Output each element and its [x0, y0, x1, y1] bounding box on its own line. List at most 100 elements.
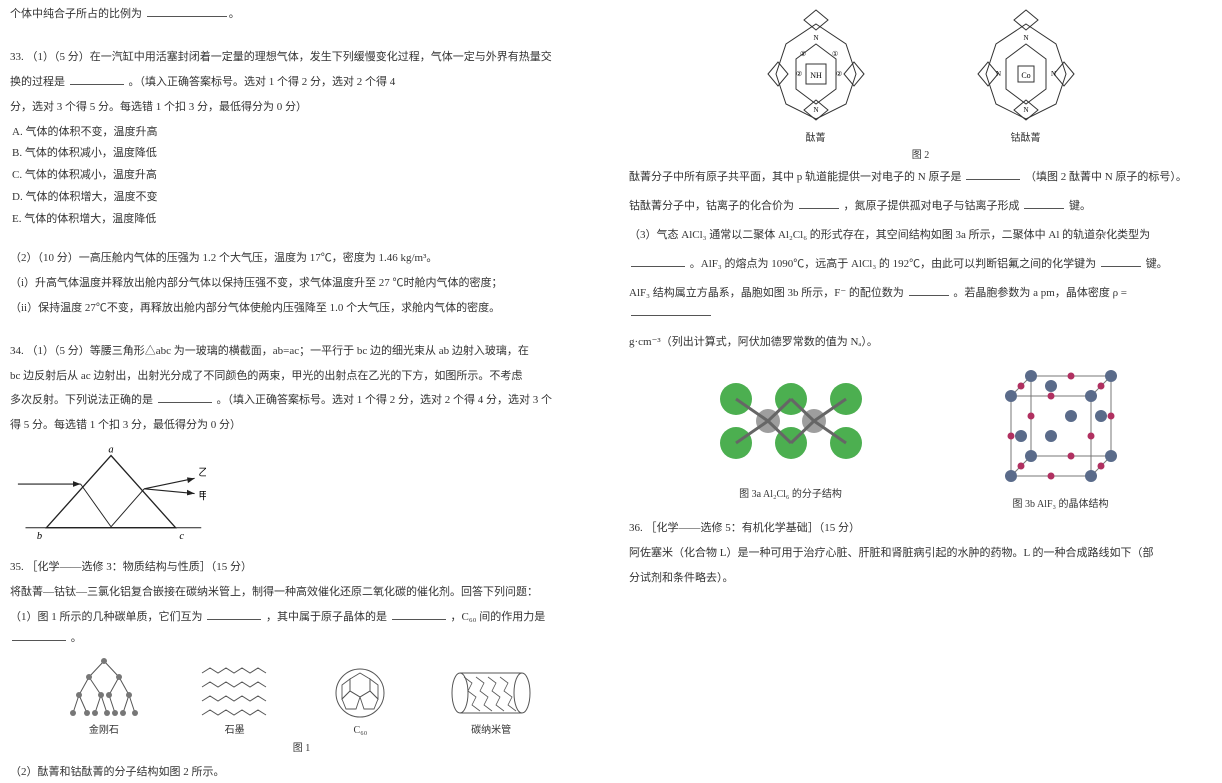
- r-p4: 。AlF₃ 的熔点为 1090℃，远高于 AlCl₃ 的 192℃，由此可以判断…: [629, 254, 1212, 275]
- fig3b: 图 3b AlF₃ 的晶体结构: [986, 361, 1136, 510]
- q34-line2: bc 边反射后从 ac 边射出，出射光分成了不同颜色的两束，甲光的出射点在乙光的…: [10, 366, 593, 387]
- alf3-cell-icon: [986, 361, 1136, 491]
- carbon-graphite: 石墨: [197, 663, 273, 736]
- q35-num: 35.: [10, 561, 24, 573]
- carbon-nanotube-label: 碳纳米管: [448, 721, 534, 736]
- fig3a-caption: 图 3a Al₂Cl₆ 的分子结构: [706, 485, 876, 500]
- prism-svg: a b c 乙 甲: [16, 444, 206, 544]
- q33-p2c: （ii）保持温度 27℃不变，再释放出舱内部分气体使舱内压强降至 1.0 个大气…: [10, 298, 593, 319]
- q34-blank1: [158, 393, 212, 403]
- carbon-graphite-label: 石墨: [197, 721, 273, 736]
- q35-p2c: ，C₆₀ 间的作用力是: [451, 611, 546, 623]
- fig2-left: NH ①① ②② N N 酞菁: [746, 4, 886, 144]
- r-blank4: [631, 256, 685, 266]
- q33-opt-b: B. 气体的体积减小，温度降低: [12, 143, 593, 164]
- q34-line3: 多次反射。下列说法正确的是 。（填入正确答案标号。选对 1 个得 2 分，选对 …: [10, 390, 593, 411]
- prism-label-yi: 乙: [198, 467, 206, 479]
- fig3-row: 图 3a Al₂Cl₆ 的分子结构: [629, 361, 1212, 510]
- top-fragment-line: 个体中纯合子所占的比例为 。: [10, 4, 593, 25]
- q35-p1: 将酞菁—钴钛—三氯化铝复合嵌接在碳纳米管上，制得一种高效催化还原二氧化碳的催化剂…: [10, 582, 593, 603]
- fig2-right-label: 钴酞菁: [956, 129, 1096, 144]
- q35-head: 35. ［化学——选修 3：物质结构与性质］（15 分）: [10, 557, 593, 578]
- r-p2a: 钴酞菁分子中，钴离子的化合价为: [629, 200, 794, 212]
- svg-text:N: N: [995, 70, 1000, 78]
- q33-blank1: [70, 74, 124, 84]
- r-p1b: （填图 2 酞菁中 N 原子的标号）。: [1025, 171, 1187, 183]
- q33-options: A. 气体的体积不变，温度升高 B. 气体的体积减小，温度降低 C. 气体的体积…: [12, 122, 593, 230]
- q33-p1a: （1）（5 分）在一汽缸中用活塞封闭着一定量的理想气体，发生下列缓慢变化过程，气…: [27, 51, 552, 63]
- phthalocyanine-icon: NH ①① ②② N N: [746, 4, 886, 124]
- prism-label-jia: 甲: [198, 491, 206, 502]
- r-p2: 钴酞菁分子中，钴离子的化合价为 ，氮原子提供孤对电子与钴离子形成 键。: [629, 196, 1212, 217]
- q34-line4: 得 5 分。每选错 1 个扣 3 分，最低得分为 0 分）: [10, 415, 593, 436]
- fig3b-caption: 图 3b AlF₃ 的晶体结构: [986, 495, 1136, 510]
- r-blank2: [799, 198, 839, 208]
- q36-title: ［化学——选修 5：有机化学基础］（15 分）: [646, 522, 861, 534]
- carbon-diamond: 金刚石: [69, 657, 139, 736]
- r-blank3: [1024, 198, 1064, 208]
- r-blank6: [909, 285, 949, 295]
- q33-line3: 分，选对 3 个得 5 分。每选错 1 个扣 3 分，最低得分为 0 分）: [10, 97, 593, 118]
- r-p5: AlF₃ 结构属立方晶系，晶胞如图 3b 所示，F⁻ 的配位数为 。若晶胞参数为…: [629, 283, 1212, 325]
- r-p4a: 。AlF₃ 的熔点为 1090℃，远高于 AlCl₃ 的 192℃，由此可以判断…: [690, 258, 1096, 270]
- al2cl6-icon: [706, 361, 876, 481]
- q34-num: 34.: [10, 345, 24, 357]
- q35-title: ［化学——选修 3：物质结构与性质］（15 分）: [27, 561, 253, 573]
- fig2-caption: 图 2: [629, 146, 1212, 161]
- fig2-molecules: NH ①① ②② N N 酞菁 Co N: [629, 4, 1212, 144]
- q35-blank2: [392, 610, 446, 620]
- carbon-diamond-label: 金刚石: [69, 721, 139, 736]
- q33-p2b: （i）升高气体温度并释放出舱内部分气体以保持压强不变，求气体温度升至 27 ℃时…: [10, 273, 593, 294]
- q33-line2: 换的过程是 。（填入正确答案标号。选对 1 个得 2 分，选对 2 个得 4: [10, 72, 593, 93]
- right-column: NH ①① ②② N N 酞菁 Co N: [611, 0, 1222, 769]
- q34-line1: 34. （1）（5 分）等腰三角形△abc 为一玻璃的横截面，ab=ac；一平行…: [10, 341, 593, 362]
- q36-num: 36.: [629, 522, 643, 534]
- q35-blank1: [207, 610, 261, 620]
- q33-opt-c: C. 气体的体积减小，温度升高: [12, 165, 593, 186]
- prism-label-a: a: [108, 445, 113, 456]
- q35-blank3: [12, 630, 66, 640]
- r-p5a: AlF₃ 结构属立方晶系，晶胞如图 3b 所示，F⁻ 的配位数为: [629, 287, 904, 299]
- q33-opt-d: D. 气体的体积增大，温度不变: [12, 187, 593, 208]
- top-fragment-text: 个体中纯合子所占的比例为: [10, 8, 142, 20]
- left-column: 个体中纯合子所占的比例为 。 33. （1）（5 分）在一汽缸中用活塞封闭着一定…: [0, 0, 611, 769]
- q35-p2d: 。: [71, 632, 82, 644]
- r-blank7: [631, 306, 711, 316]
- q35-p3: （2）酞菁和钴酞菁的分子结构如图 2 所示。: [10, 762, 593, 783]
- q33-p2a: （2）（10 分）一高压舱内气体的压强为 1.2 个大气压，温度为 17℃，密度…: [10, 248, 593, 269]
- q34-p1c: 多次反射。下列说法正确的是: [10, 394, 153, 406]
- r-p5b: 。若晶胞参数为 a pm，晶体密度 ρ =: [953, 287, 1127, 299]
- r-p3: （3）气态 AlCl₃ 通常以二聚体 Al₂Cl₆ 的形式存在，其空间结构如图 …: [629, 225, 1212, 246]
- q35-p2b: ，其中属于原子晶体的是: [266, 611, 387, 623]
- q34-p1d: 。（填入正确答案标号。选对 1 个得 2 分，选对 2 个得 4 分，选对 3 …: [217, 394, 553, 406]
- svg-text:N: N: [813, 106, 818, 114]
- r-blank1: [966, 170, 1020, 180]
- r-p1a: 酞菁分子中所有原子共平面，其中 p 轨道能提供一对电子的 N 原子是: [629, 171, 961, 183]
- r-p1: 酞菁分子中所有原子共平面，其中 p 轨道能提供一对电子的 N 原子是 （填图 2…: [629, 167, 1212, 188]
- r-p3a: （3）气态 AlCl₃ 通常以二聚体 Al₂Cl₆ 的形式存在，其空间结构如图 …: [629, 229, 1150, 241]
- q36-p1b: 分试剂和条件略去）。: [629, 568, 1212, 589]
- svg-text:①: ①: [800, 50, 806, 58]
- q33-num: 33.: [10, 51, 24, 63]
- r-p2b: ，氮原子提供孤对电子与钴离子形成: [844, 200, 1020, 212]
- prism-figure: a b c 乙 甲: [16, 444, 593, 547]
- fig2-left-label: 酞菁: [746, 129, 886, 144]
- q33-line1: 33. （1）（5 分）在一汽缸中用活塞封闭着一定量的理想气体，发生下列缓慢变化…: [10, 47, 593, 68]
- svg-text:N: N: [1023, 106, 1028, 114]
- svg-text:Co: Co: [1021, 71, 1030, 80]
- fig3a: 图 3a Al₂Cl₆ 的分子结构: [706, 361, 876, 510]
- r-blank5: [1101, 256, 1141, 266]
- svg-text:N: N: [1023, 34, 1028, 42]
- q33-opt-e: E. 气体的体积增大，温度降低: [12, 209, 593, 230]
- carbon-c60: C₆₀: [330, 663, 390, 736]
- fig2-right: Co N N N N 钴酞菁: [956, 4, 1096, 144]
- q33-p1c: 。（填入正确答案标号。选对 1 个得 2 分，选对 2 个得 4: [129, 76, 396, 88]
- q36-p1a: 阿佐塞米（化合物 L）是一种可用于治疗心脏、肝脏和肾脏病引起的水肿的药物。L 的…: [629, 543, 1212, 564]
- svg-text:②: ②: [796, 70, 802, 78]
- r-p6: g·cm⁻³（列出计算式，阿伏加德罗常数的值为 Nₐ）。: [629, 332, 1212, 353]
- carbon-row: 金刚石 石墨: [40, 657, 563, 736]
- svg-text:②: ②: [836, 70, 842, 78]
- svg-text:NH: NH: [810, 71, 822, 80]
- r-p4b: 键。: [1146, 258, 1168, 270]
- q34-p1a: （1）（5 分）等腰三角形△abc 为一玻璃的横截面，ab=ac；一平行于 bc…: [27, 345, 529, 357]
